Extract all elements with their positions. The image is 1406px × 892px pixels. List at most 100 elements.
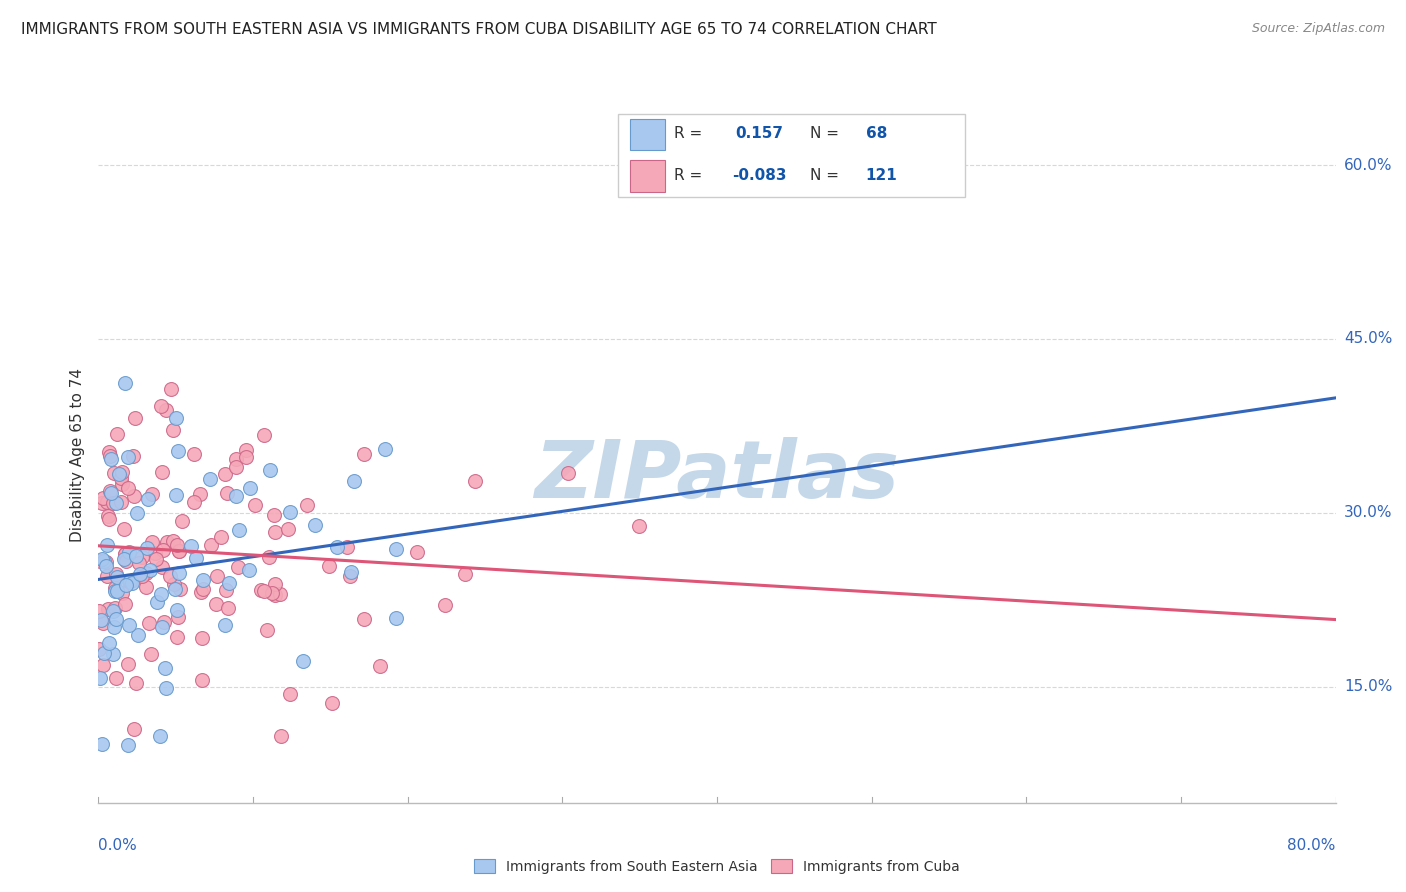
Point: [291, 654, 314, 668]
Point: [183, 447, 205, 461]
Point: [96, 538, 118, 552]
Point: [321, 696, 343, 710]
Point: [118, 545, 141, 559]
Point: [125, 675, 148, 690]
Point: [339, 568, 361, 582]
Point: [105, 427, 128, 442]
Point: [135, 541, 157, 556]
Point: [160, 382, 183, 396]
Point: [145, 552, 167, 566]
Point: [135, 580, 157, 594]
Point: [104, 496, 127, 510]
Point: [103, 467, 125, 481]
Point: [165, 488, 187, 502]
Point: [118, 617, 141, 632]
Point: [93, 646, 115, 660]
Text: 45.0%: 45.0%: [1344, 332, 1392, 346]
Point: [368, 658, 391, 673]
Point: [207, 569, 229, 583]
Point: [112, 552, 135, 566]
Text: Source: ZipAtlas.com: Source: ZipAtlas.com: [1251, 22, 1385, 36]
Point: [117, 657, 139, 671]
Point: [166, 537, 188, 551]
Point: [464, 474, 486, 488]
Point: [166, 603, 188, 617]
Point: [150, 620, 173, 634]
Point: [117, 450, 139, 465]
Point: [145, 595, 167, 609]
Point: [111, 477, 134, 491]
Text: 80.0%: 80.0%: [1288, 838, 1336, 853]
Point: [131, 569, 153, 583]
Point: [145, 546, 167, 560]
Point: [193, 582, 215, 596]
Point: [101, 603, 124, 617]
Point: [353, 612, 375, 626]
Point: [107, 467, 129, 481]
Point: [91, 552, 114, 566]
Point: [385, 610, 408, 624]
Point: [150, 560, 173, 574]
Point: [627, 519, 650, 533]
FancyBboxPatch shape: [630, 161, 665, 192]
Point: [277, 523, 299, 537]
Point: [167, 544, 190, 558]
Point: [91, 491, 114, 505]
Point: [172, 514, 194, 528]
Point: [165, 411, 187, 425]
Point: [131, 549, 153, 564]
Point: [93, 657, 115, 672]
Point: [100, 451, 122, 466]
Point: [138, 616, 160, 631]
Point: [124, 411, 146, 425]
Point: [141, 535, 163, 549]
Point: [326, 541, 349, 555]
Text: -0.083: -0.083: [733, 168, 786, 183]
Point: [278, 505, 301, 519]
Point: [136, 491, 159, 506]
Point: [97, 508, 120, 523]
Point: [188, 487, 211, 501]
Point: [105, 583, 128, 598]
Point: [235, 450, 257, 465]
Point: [166, 630, 188, 644]
Point: [343, 474, 366, 488]
Point: [90, 613, 112, 627]
Point: [163, 582, 186, 596]
Point: [253, 584, 276, 599]
Point: [111, 586, 134, 600]
Point: [318, 559, 340, 574]
Point: [90, 495, 112, 509]
Point: [238, 563, 260, 577]
Point: [127, 627, 149, 641]
Point: [122, 573, 145, 587]
Point: [97, 445, 120, 459]
Point: [215, 486, 238, 500]
Point: [257, 550, 280, 565]
Point: [114, 597, 136, 611]
Point: [118, 574, 141, 588]
Point: [406, 545, 429, 559]
Point: [98, 449, 121, 463]
Point: [129, 567, 152, 582]
Point: [149, 729, 172, 743]
Point: [183, 494, 205, 508]
Point: [112, 522, 135, 536]
Text: N =: N =: [810, 168, 844, 183]
Point: [122, 489, 145, 503]
Point: [156, 534, 179, 549]
Point: [270, 729, 292, 743]
Point: [262, 586, 284, 600]
Text: 0.0%: 0.0%: [98, 838, 138, 853]
Point: [214, 617, 236, 632]
Point: [167, 566, 190, 581]
Point: [162, 576, 184, 591]
Point: [91, 616, 114, 631]
Point: [180, 540, 202, 554]
Point: [228, 523, 250, 537]
Point: [101, 496, 124, 510]
Point: [105, 570, 128, 584]
Point: [159, 568, 181, 582]
Point: [139, 563, 162, 577]
Legend: Immigrants from South Eastern Asia, Immigrants from Cuba: Immigrants from South Eastern Asia, Immi…: [468, 854, 966, 880]
